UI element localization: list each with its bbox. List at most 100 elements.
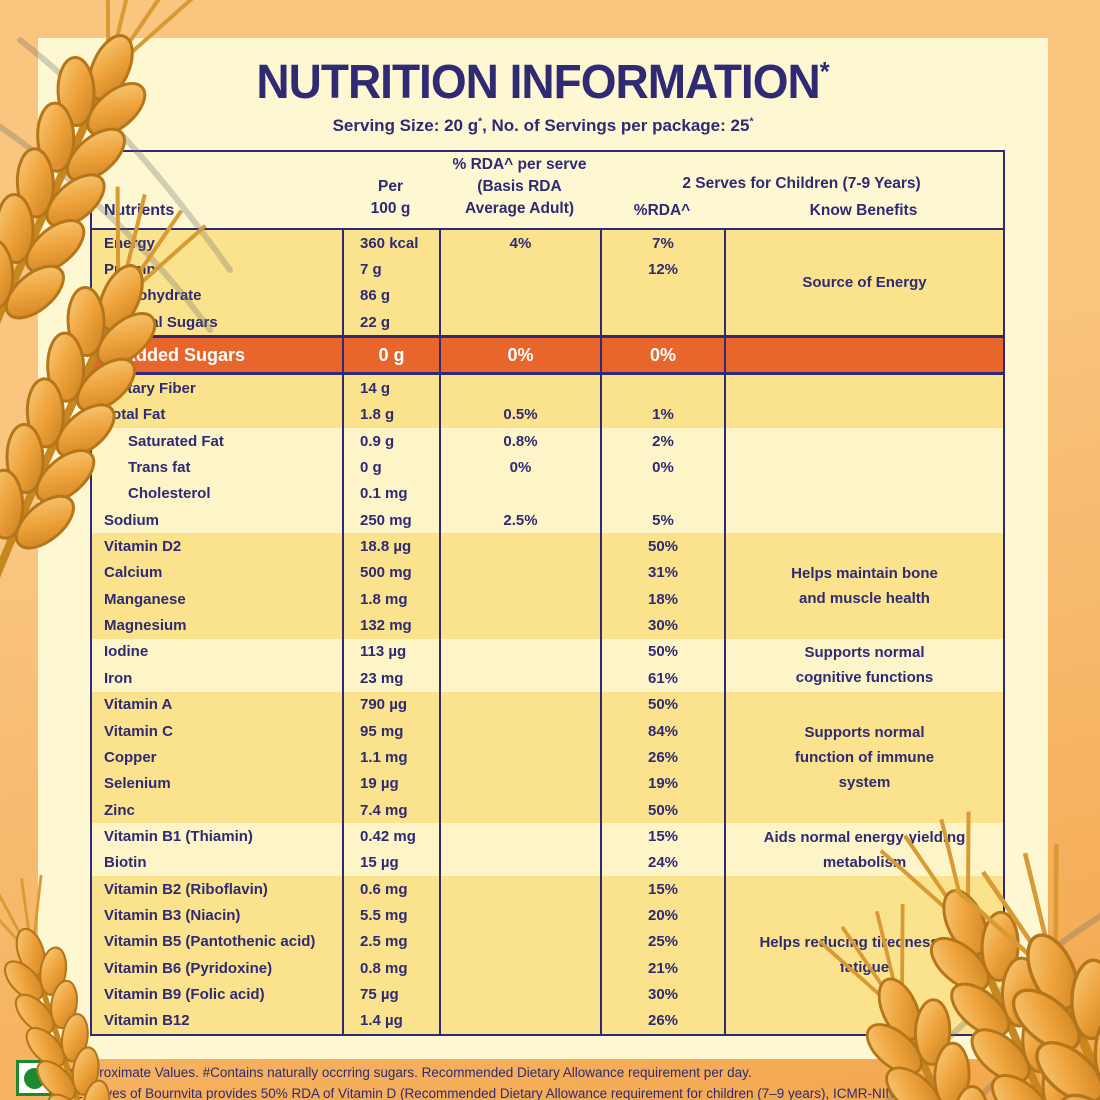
- serving-info: Serving Size: 20 g*, No. of Servings per…: [332, 116, 754, 135]
- nutrient-label: Zinc: [104, 801, 135, 819]
- rda-per-serve-value: [439, 744, 600, 771]
- rda-per-serve-value: [439, 981, 600, 1008]
- nutrient-group: Supports normal function of immune syste…: [92, 691, 1003, 824]
- rda-per-serve-value: 0%: [439, 338, 600, 373]
- rda-children-value: 15%: [600, 823, 724, 850]
- nutrient-label: Cholesterol: [128, 485, 211, 503]
- per-100g-value: 360 kcal: [342, 230, 439, 257]
- nutrient-label: Vitamin B9 (Folic acid): [104, 985, 265, 1003]
- rda-children-value: [600, 309, 724, 336]
- rda-per-serve-value: [439, 717, 600, 745]
- benefit-cell: Helps reducing tiredness and fatigue: [724, 875, 1003, 1034]
- nutrient-label: Vitamin B2 (Riboflavin): [104, 880, 268, 898]
- table-body: Source of Energy Energy 360 kcal 4% 7% Protei…: [92, 230, 1003, 1034]
- nutrient-label: Copper: [104, 748, 157, 766]
- rda-per-serve-value: [439, 559, 600, 587]
- footnote-line1: *Approximate Values. #Contains naturally…: [70, 1065, 752, 1080]
- page-title-asterisk: *: [819, 57, 830, 87]
- nutrient-label: Vitamin A: [104, 696, 173, 714]
- per-100g-value: 0.42 mg: [342, 823, 439, 850]
- nutrient-label: Vitamin B12: [104, 1012, 190, 1030]
- rda-per-serve-value: [439, 902, 600, 929]
- nutrient-group: Helps reducing tiredness and fatigue Vita…: [92, 875, 1003, 1034]
- rda-per-serve-value: [439, 691, 600, 718]
- rda-children-value: 84%: [600, 717, 724, 745]
- rda-children-value: 50%: [600, 691, 724, 718]
- rda-per-serve-value: 0%: [439, 454, 600, 481]
- nutrient-label: Energy: [104, 234, 155, 252]
- per-100g-value: 5.5 mg: [342, 902, 439, 929]
- nutrient-label: Iron: [104, 669, 133, 687]
- nutrient-label: Total Sugars: [128, 313, 218, 331]
- nutrition-table: Nutrients Per 100 g % RDA^ per serve (Ba…: [90, 150, 1005, 1036]
- nutrient-label: Total Fat: [104, 406, 166, 424]
- benefit-cell: Supports normal cognitive functions: [724, 638, 1003, 692]
- rda-children-value: 0%: [600, 338, 724, 373]
- nutrient-label: Vitamin B5 (Pantothenic acid): [104, 933, 316, 951]
- rda-children-value: [600, 282, 724, 310]
- per-100g-value: 0 g: [342, 454, 439, 481]
- nutrient-label: Selenium: [104, 775, 171, 793]
- per-100g-value: 14 g: [342, 375, 439, 402]
- nutrient-group: Source of Energy Energy 360 kcal 4% 7% Protei…: [92, 230, 1003, 336]
- rda-children-value: 2%: [600, 428, 724, 455]
- rda-children-value: 15%: [600, 875, 724, 903]
- benefit-cell: [724, 338, 1003, 373]
- per-100g-value: 132 mg: [342, 612, 439, 639]
- benefit-cell: [724, 375, 1003, 429]
- rda-per-serve-value: [439, 875, 600, 903]
- rda-children-value: 1%: [600, 401, 724, 429]
- rda-children-value: 20%: [600, 902, 724, 929]
- nutrient-label: Vitamin B1 (Thiamin): [104, 827, 253, 845]
- nutrient-label: Carbohydrate: [104, 287, 202, 305]
- per-100g-value: 500 mg: [342, 559, 439, 587]
- nutrient-group: Dietary Fiber 14 g Total Fat 1.8 g 0.5% 1%: [92, 375, 1003, 429]
- per-100g-value: 1.1 mg: [342, 744, 439, 771]
- nutrient-label: Manganese: [104, 590, 186, 608]
- per-100g-value: 1.4 µg: [342, 1007, 439, 1034]
- benefit-cell: Source of Energy: [724, 230, 1003, 336]
- benefit-cell: Helps maintain bone and muscle health: [724, 533, 1003, 639]
- rda-children-value: 26%: [600, 744, 724, 771]
- per-100g-value: 0 g: [342, 338, 439, 373]
- col-header-rda-children: %RDA^: [633, 202, 691, 219]
- per-100g-value: 7.4 mg: [342, 796, 439, 824]
- rda-children-value: 0%: [600, 454, 724, 481]
- per-100g-value: 95 mg: [342, 717, 439, 745]
- per-100g-value: 86 g: [342, 282, 439, 310]
- nutrient-label: Biotin: [104, 854, 147, 872]
- per-100g-value: 0.6 mg: [342, 875, 439, 903]
- benefit-cell: [724, 428, 1003, 534]
- rda-per-serve-value: 0.8%: [439, 428, 600, 455]
- per-100g-value: 22 g: [342, 309, 439, 336]
- rda-per-serve-value: [439, 665, 600, 692]
- rda-children-value: 50%: [600, 796, 724, 824]
- rda-per-serve-value: [439, 586, 600, 613]
- nutrient-label: Vitamin B3 (Niacin): [104, 906, 241, 924]
- rda-per-serve-value: [439, 796, 600, 824]
- rda-per-serve-value: [439, 256, 600, 283]
- nutrient-label: Vitamin B6 (Pyridoxine): [104, 959, 273, 977]
- table-header: Nutrients Per 100 g % RDA^ per serve (Ba…: [92, 152, 1003, 230]
- nutrient-label: Dietary Fiber: [104, 380, 196, 398]
- rda-per-serve-value: [439, 612, 600, 639]
- veg-mark-icon: [16, 1060, 52, 1096]
- footnote-line2: °2 serves of Bournvita provides 50% RDA …: [70, 1086, 942, 1100]
- veg-green-dot: [23, 1067, 45, 1089]
- nutrient-group: Saturated Fat 0.9 g 0.8% 2% Trans fat 0 g 0% 0%…: [92, 428, 1003, 534]
- col-header-children-group: 2 Serves for Children (7-9 Years) %RDA^ …: [600, 152, 1003, 228]
- nutrient-group: Helps maintain bone and muscle health Vit…: [92, 533, 1003, 639]
- col-header-per-100g: Per 100 g: [370, 178, 411, 217]
- rda-children-value: 21%: [600, 954, 724, 982]
- rda-per-serve-value: [439, 1007, 600, 1034]
- benefit-cell: Supports normal function of immune syste…: [724, 691, 1003, 824]
- rda-children-value: 30%: [600, 612, 724, 639]
- rda-children-value: 19%: [600, 770, 724, 797]
- rda-children-value: [600, 480, 724, 508]
- rda-per-serve-value: 0.5%: [439, 401, 600, 429]
- rda-children-value: 18%: [600, 586, 724, 613]
- nutrient-label: Vitamin D2: [104, 538, 182, 556]
- per-100g-value: 19 µg: [342, 770, 439, 797]
- per-100g-value: 2.5 mg: [342, 928, 439, 955]
